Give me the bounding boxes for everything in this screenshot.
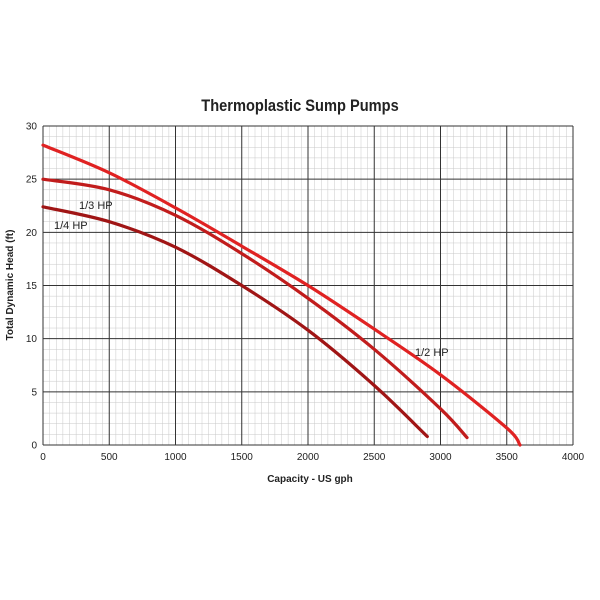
x-tick-label: 0 xyxy=(40,452,46,463)
series-label-1-2-hp: 1/2 HP xyxy=(415,347,449,359)
x-tick-label: 1000 xyxy=(164,452,187,463)
x-tick-label: 2500 xyxy=(363,452,386,463)
series-label-1-4-hp: 1/4 HP xyxy=(54,220,88,232)
x-tick-label: 3000 xyxy=(429,452,452,463)
y-tick-label: 10 xyxy=(26,334,38,345)
series-line-1-3-hp xyxy=(41,177,469,440)
y-axis-label: Total Dynamic Head (ft) xyxy=(5,230,16,341)
x-tick-label: 2000 xyxy=(297,452,320,463)
x-tick-label: 1500 xyxy=(231,452,254,463)
y-tick-label: 25 xyxy=(26,175,38,186)
series-label-1-3-hp: 1/3 HP xyxy=(79,200,113,212)
chart-title: Thermoplastic Sump Pumps xyxy=(201,96,399,115)
series-line-1-4-hp xyxy=(41,205,429,439)
y-tick-label: 5 xyxy=(31,387,37,398)
x-tick-label: 500 xyxy=(101,452,118,463)
series-line-1-2-hp xyxy=(41,143,522,447)
y-tick-label: 30 xyxy=(26,122,38,133)
y-tick-label: 0 xyxy=(31,441,37,452)
x-tick-label: 4000 xyxy=(562,452,585,463)
y-tick-label: 20 xyxy=(26,228,38,239)
x-axis-label: Capacity - US gph xyxy=(267,474,353,485)
y-tick-label: 15 xyxy=(26,281,38,292)
x-tick-label: 3500 xyxy=(496,452,519,463)
